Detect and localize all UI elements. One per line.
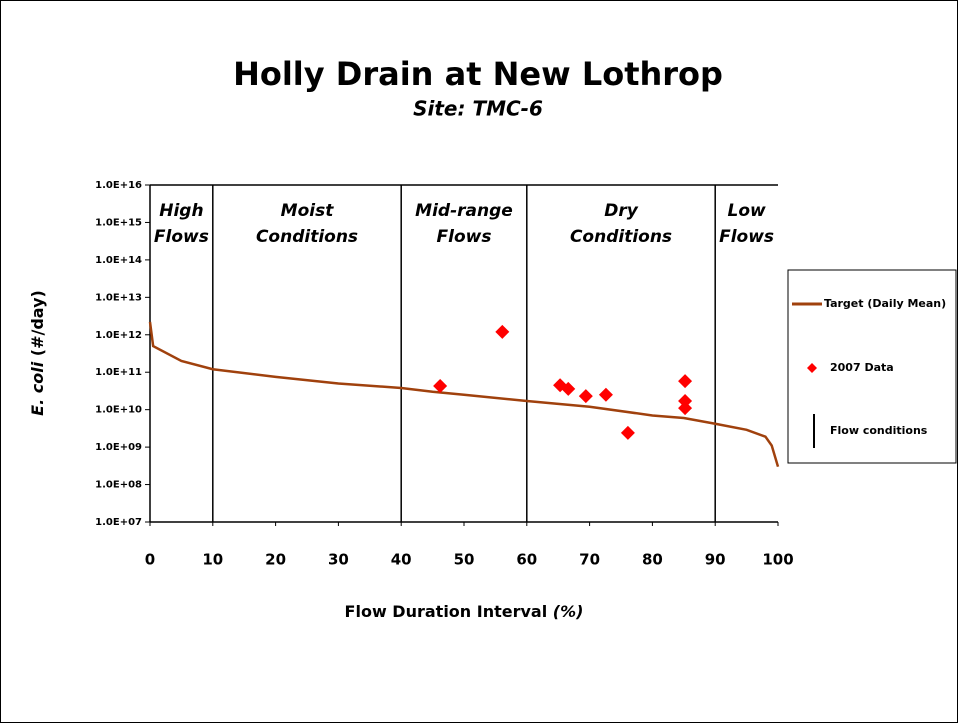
zone-label: Low [727,201,766,221]
x-tick-label: 30 [328,551,349,569]
x-tick-label: 60 [516,551,537,569]
y-tick-label: 1.0E+08 [95,480,142,491]
legend-box [787,269,957,464]
data-point [678,394,693,409]
y-label-species: E. coli [28,361,47,416]
y-tick-label: 1.0E+11 [95,367,142,378]
zone-label: High [159,201,203,221]
zone-label: Conditions [256,227,358,247]
y-tick-label: 1.0E+07 [95,517,142,528]
legend-label: Flow conditions [830,424,928,437]
legend-label: 2007 Data [830,361,894,374]
chart-title: Holly Drain at New Lothrop [233,55,723,93]
x-label-text: Flow Duration Interval [345,602,548,621]
y-axis-label: E. coli (#/day) [28,290,47,416]
data-point [598,387,613,402]
data-point [578,389,593,404]
y-tick-label: 1.0E+09 [95,442,142,453]
y-tick-label: 1.0E+13 [95,292,142,303]
y-tick-label: 1.0E+14 [95,255,142,266]
zone-label: Flows [719,227,774,247]
x-label-unit: (%) [553,602,584,621]
x-tick-label: 100 [762,551,793,569]
legend-label: Target (Daily Mean) [824,297,946,310]
target-line [148,321,780,468]
zone-label: Moist [281,201,335,221]
chart-subtitle: Site: TMC-6 [413,97,543,121]
x-tick-label: 90 [705,551,726,569]
x-tick-label: 20 [265,551,286,569]
y-label-unit: (#/day) [28,290,47,356]
data-point [433,378,448,393]
data-point [495,324,510,339]
x-tick-label: 10 [202,551,223,569]
legend-swatch [807,363,817,373]
zone-label: Mid-range [415,201,513,221]
x-tick-label: 50 [454,551,475,569]
zone-label: Flows [437,227,492,247]
zone-label: Dry [604,201,638,221]
zone-label: Conditions [570,227,672,247]
x-tick-label: 40 [391,551,412,569]
y-tick-label: 1.0E+12 [95,330,142,341]
x-tick-label: 70 [579,551,600,569]
y-tick-label: 1.0E+10 [95,405,142,416]
data-point [678,401,693,416]
data-point [678,374,693,389]
y-tick-label: 1.0E+15 [95,217,142,228]
data-point [561,381,576,396]
x-axis-label: Flow Duration Interval (%) [345,602,584,621]
y-tick-label: 1.0E+16 [95,180,142,191]
zone-label: Flows [154,227,209,247]
data-point [620,425,635,440]
x-tick-label: 80 [642,551,663,569]
x-tick-label: 0 [145,551,155,569]
